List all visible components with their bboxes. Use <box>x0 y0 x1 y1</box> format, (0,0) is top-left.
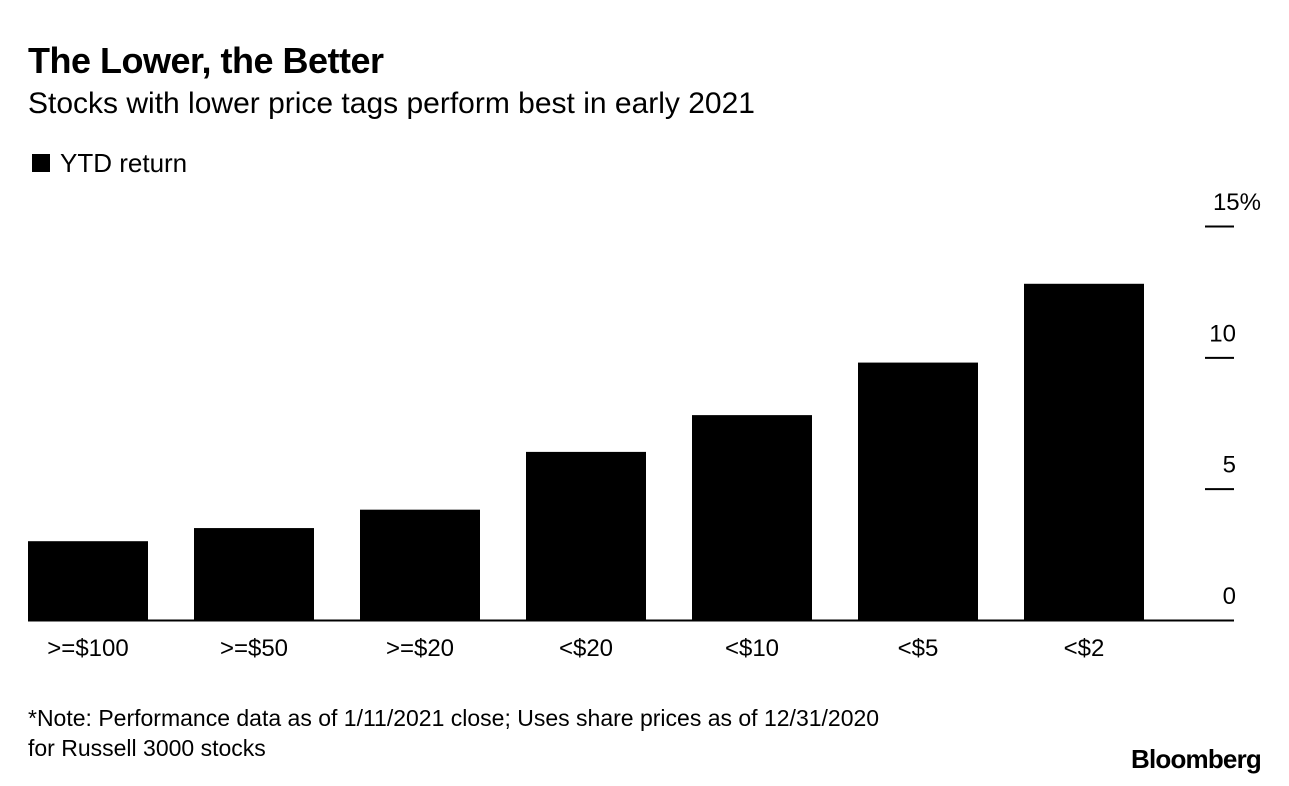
x-tick-label: <$20 <box>559 635 613 662</box>
x-tick-label: >=$100 <box>47 635 128 662</box>
x-tick-label: >=$50 <box>220 635 288 662</box>
x-tick-label: <$10 <box>725 635 779 662</box>
x-tick-label: <$5 <box>898 635 939 662</box>
chart-subtitle: Stocks with lower price tags perform bes… <box>28 87 755 120</box>
bar-4 <box>526 451 646 620</box>
x-axis: >=$100 >=$50 >=$20 <$20 <$10 <$5 <$2 <box>28 619 1234 662</box>
bar-2 <box>194 528 314 620</box>
bar-5 <box>692 415 812 620</box>
y-tick-label: 5 <box>1223 452 1236 479</box>
chart-title: The Lower, the Better <box>28 40 384 81</box>
footnote: *Note: Performance data as of 1/11/2021 … <box>28 703 879 763</box>
footnote-line-1: *Note: Performance data as of 1/11/2021 … <box>28 705 880 731</box>
x-tick-label: <$2 <box>1064 635 1105 662</box>
legend: YTD return <box>32 148 187 178</box>
bar-1 <box>28 541 148 620</box>
footnote-line-2: for Russell 3000 stocks <box>28 735 266 761</box>
y-tick-label: 15% <box>1213 189 1261 216</box>
y-tick-label: 0 <box>1223 583 1236 610</box>
bars-group <box>28 283 1144 620</box>
y-axis: 0 5 10 15% <box>1205 189 1261 610</box>
x-tick-label: >=$20 <box>386 635 454 662</box>
bar-3 <box>360 509 480 620</box>
legend-label: YTD return <box>60 148 188 178</box>
bar-6 <box>858 362 978 620</box>
source-logo: Bloomberg <box>1130 744 1262 774</box>
y-tick-label: 10 <box>1209 320 1236 347</box>
bar-7 <box>1024 283 1144 620</box>
legend-swatch <box>32 154 50 172</box>
